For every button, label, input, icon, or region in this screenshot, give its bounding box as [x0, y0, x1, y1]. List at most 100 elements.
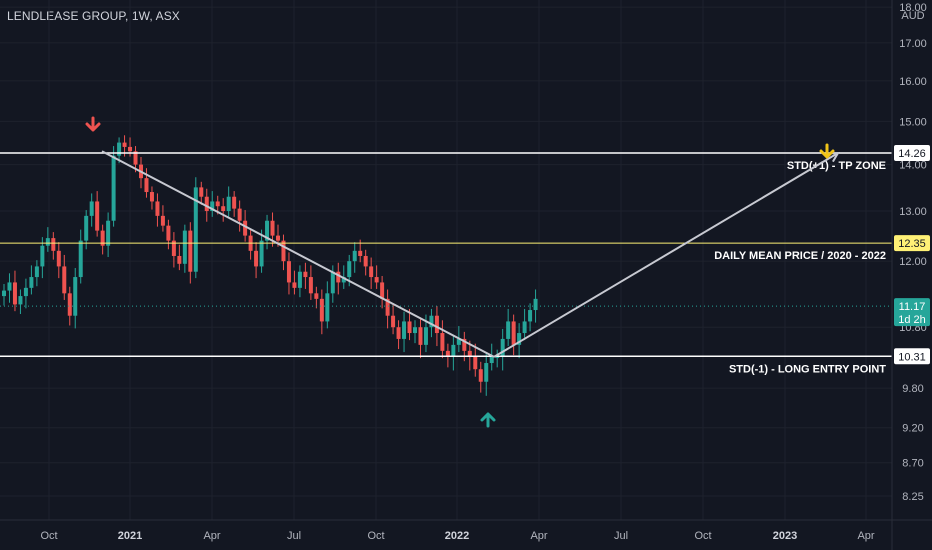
candle-body — [522, 321, 527, 334]
candle-body — [391, 315, 396, 328]
candle-body — [149, 192, 154, 202]
y-tick-label: 8.25 — [902, 491, 923, 503]
candle-body — [352, 250, 357, 262]
candle-body — [155, 201, 160, 216]
candle-body — [166, 225, 171, 241]
candle-body — [237, 208, 242, 221]
candle-body — [484, 363, 489, 382]
candle-body — [78, 240, 83, 278]
candle-body — [89, 201, 94, 216]
y-tick-label: 16.00 — [899, 76, 927, 88]
candles — [2, 135, 538, 396]
candle-body — [369, 266, 374, 278]
tp-price-tag-bg — [894, 145, 930, 162]
candle-body — [51, 238, 56, 251]
candle-body — [144, 178, 149, 193]
candle-body — [177, 255, 182, 264]
candle-body — [40, 245, 45, 267]
x-tick-label: 2022 — [445, 530, 469, 542]
candle-body — [243, 220, 248, 236]
candle-body — [478, 369, 483, 382]
candle-body — [265, 220, 270, 241]
entry-price-tag: 10.31 — [898, 351, 926, 363]
price-axis[interactable] — [892, 0, 932, 520]
candle-body — [106, 220, 111, 246]
candle-body — [451, 344, 456, 357]
candle-body — [434, 315, 439, 334]
candle-body — [204, 196, 209, 212]
x-tick-label: Oct — [40, 530, 57, 542]
candle-body — [2, 290, 6, 297]
mean-price-tag-bg — [894, 235, 930, 252]
candle-body — [303, 271, 308, 278]
candle-body — [440, 333, 445, 351]
candle-body — [308, 277, 313, 294]
x-tick-label: Apr — [530, 530, 547, 542]
candle-body — [336, 271, 341, 283]
candle-body — [319, 298, 324, 322]
downtrend-line — [101, 150, 495, 358]
candle-body — [171, 240, 176, 256]
candle-body — [29, 277, 34, 288]
last-price-tag: 11.17 — [899, 301, 926, 313]
candle-body — [489, 356, 494, 364]
candle-body — [495, 356, 500, 358]
projection-line — [493, 152, 839, 358]
candle-body — [100, 230, 105, 246]
candle-body — [500, 338, 505, 357]
candle-body — [396, 327, 401, 339]
candle-body — [67, 293, 72, 316]
candle-body — [226, 196, 231, 212]
candle-body — [128, 146, 133, 152]
candle-body — [429, 315, 434, 328]
candle-body — [7, 282, 12, 291]
candle-body — [413, 327, 417, 334]
y-tick-label: 17.00 — [899, 38, 927, 50]
candle-body — [270, 220, 275, 236]
y-tick-label: 14.00 — [899, 160, 927, 172]
x-tick-label: Oct — [694, 530, 711, 542]
candle-body — [363, 255, 368, 267]
candle-body — [533, 298, 538, 311]
candle-body — [215, 201, 220, 207]
candle-body — [341, 277, 346, 283]
candle-body — [445, 350, 450, 357]
mean-price-tag: 12.35 — [898, 238, 926, 250]
candle-body — [221, 206, 226, 212]
x-tick-label: Apr — [203, 530, 220, 542]
candle-body — [528, 310, 533, 322]
level-annotation-tp: STD(+1) - TP ZONE — [787, 160, 886, 172]
candle-body — [517, 333, 522, 345]
target-arrow-icon — [819, 143, 835, 159]
x-tick-label: Apr — [857, 530, 874, 542]
entry-price-tag-bg — [894, 348, 930, 365]
candle-body — [182, 230, 187, 264]
candle-body — [281, 240, 286, 262]
candle-body — [199, 187, 204, 197]
price-axis-ticks: 19.0018.0017.0016.0015.0014.0013.0012.00… — [899, 2, 927, 503]
candle-body — [385, 298, 390, 316]
tp-price-tag: 14.26 — [898, 148, 926, 160]
candle-body — [133, 151, 138, 165]
candle-body — [122, 142, 127, 147]
candle-body — [254, 250, 259, 267]
y-tick-label: 18.00 — [899, 2, 927, 14]
candle-body — [276, 235, 280, 241]
buy-arrow-icon — [480, 412, 496, 428]
level-annotation-mean: DAILY MEAN PRICE / 2020 - 2022 — [714, 250, 886, 262]
grid — [0, 0, 892, 520]
candle-body — [402, 321, 407, 339]
currency-label: AUD — [901, 10, 924, 22]
y-tick-label: 15.00 — [899, 116, 927, 128]
candle-body — [467, 350, 472, 357]
time-axis[interactable]: Oct 2021 Apr Jul Oct 2022 Apr Jul Oct 2023 Apr — [40, 530, 874, 542]
candle-body — [423, 327, 428, 345]
candle-body — [330, 271, 335, 294]
y-tick-label: 9.80 — [902, 383, 923, 395]
candle-body — [325, 293, 330, 322]
candle-body — [62, 266, 67, 294]
arrows — [85, 116, 835, 428]
levels: STD(+1) - TP ZONE DAILY MEAN PRICE / 2020… — [0, 152, 892, 375]
candle-body — [418, 327, 423, 345]
